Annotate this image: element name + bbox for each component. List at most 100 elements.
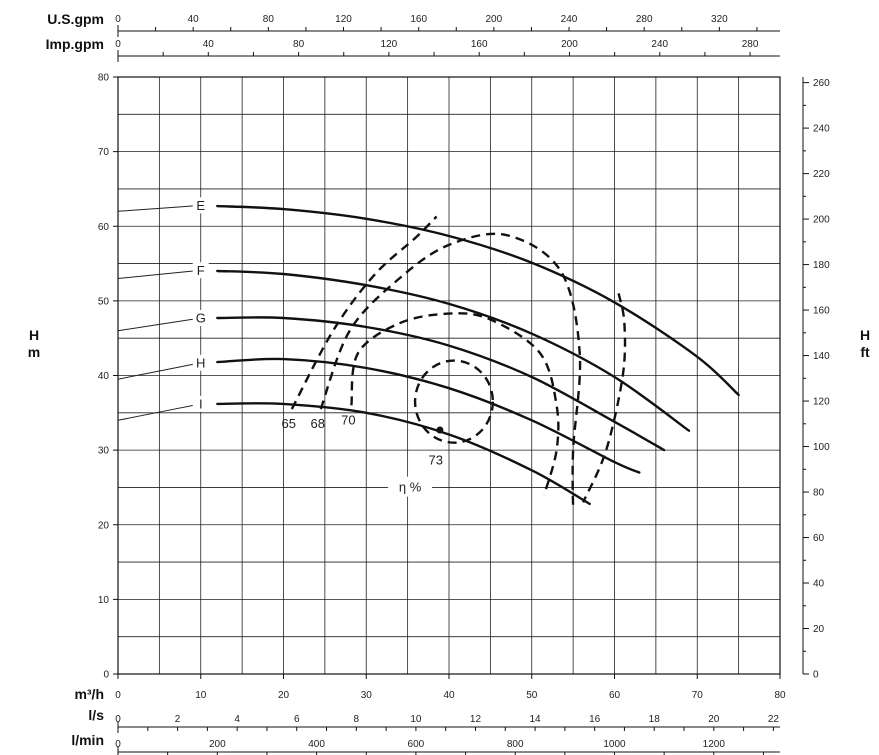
secondary-tick-label: 320	[711, 14, 728, 25]
chart-axes: 01020304050607080Hm020406080100120140160…	[28, 11, 870, 755]
secondary-tick-label: 16	[589, 714, 601, 725]
secondary-tick-label: 200	[561, 39, 578, 50]
secondary-tick-label: 12	[470, 714, 482, 725]
curve-label-bg	[192, 395, 209, 412]
efficiency-contour-outer	[582, 293, 627, 503]
secondary-tick-label: 20	[708, 714, 720, 725]
secondary-tick-label: 40	[203, 39, 215, 50]
efficiency-contours	[290, 215, 627, 510]
x-tick-label: 50	[526, 690, 538, 701]
secondary-tick-label: 200	[209, 739, 226, 750]
head-curve-h	[216, 357, 641, 474]
right-tick-label: 220	[813, 169, 830, 180]
head-curve-e	[216, 204, 740, 397]
right-tick-label: 80	[813, 488, 825, 499]
head-curves	[117, 204, 740, 506]
secondary-tick-label: 80	[263, 14, 275, 25]
secondary-tick-label: 280	[636, 14, 653, 25]
right-tick-label: 240	[813, 124, 830, 135]
efficiency-label-65: 65	[282, 416, 296, 431]
secondary-tick-label: 2	[175, 714, 181, 725]
x-tick-label: 30	[361, 690, 373, 701]
right-tick-label: 140	[813, 351, 830, 362]
x-tick-label: 10	[195, 690, 207, 701]
secondary-tick-label: 400	[308, 739, 325, 750]
secondary-tick-label: 4	[234, 714, 240, 725]
x-tick-label: 20	[278, 690, 290, 701]
x-axis-label: m³/h	[74, 686, 104, 702]
curve-label-bg	[192, 262, 209, 279]
secondary-tick-label: 22	[768, 714, 780, 725]
secondary-tick-label: 160	[471, 39, 488, 50]
secondary-tick-label: 0	[115, 739, 121, 750]
efficiency-label-70: 70	[341, 412, 355, 427]
curve-label-g: G	[196, 311, 206, 326]
y-tick-label: 20	[98, 520, 110, 531]
x-tick-label: 60	[609, 690, 621, 701]
right-tick-label: 60	[813, 533, 825, 544]
y-tick-label: 40	[98, 371, 110, 382]
x-tick-label: 0	[115, 690, 121, 701]
head-curve-g	[216, 316, 666, 452]
secondary-tick-label: 14	[529, 714, 541, 725]
efficiency-label-68: 68	[311, 416, 325, 431]
y-tick-label: 70	[98, 147, 110, 158]
y-axis-label-m: m	[28, 344, 40, 360]
curve-label-bg	[192, 310, 209, 327]
right-tick-label: 180	[813, 260, 830, 271]
eta-label-bg	[388, 476, 433, 497]
curve-label-bg	[192, 197, 209, 214]
secondary-tick-label: 80	[293, 39, 305, 50]
secondary-tick-label: 10	[410, 714, 422, 725]
secondary-tick-label: 0	[115, 714, 121, 725]
y-axis-label-h: H	[29, 327, 39, 343]
secondary-tick-label: 8	[354, 714, 360, 725]
efficiency-contour-70	[350, 312, 560, 496]
efficiency-label-73: 73	[429, 452, 443, 467]
secondary-tick-label: 18	[649, 714, 661, 725]
x-tick-label: 70	[692, 690, 704, 701]
y-tick-label: 10	[98, 595, 110, 606]
right-tick-label: 160	[813, 306, 830, 317]
right-tick-label: 200	[813, 215, 830, 226]
y-tick-label: 50	[98, 296, 110, 307]
efficiency-contour-65	[290, 215, 438, 410]
plot-grid	[118, 77, 780, 674]
x-tick-label: 40	[443, 690, 455, 701]
y-tick-label: 0	[103, 670, 109, 681]
x-tick-label: 80	[774, 690, 786, 701]
secondary-tick-label: 1000	[603, 739, 626, 750]
eta-label: η %	[399, 480, 422, 495]
secondary-tick-label: 240	[651, 39, 668, 50]
head-curve-i	[216, 402, 591, 506]
secondary-tick-label: 120	[381, 39, 398, 50]
y-tick-label: 80	[98, 73, 110, 84]
right-tick-label: 100	[813, 442, 830, 453]
right-tick-label: 0	[813, 670, 819, 681]
secondary-axis-label: l/min	[71, 732, 104, 748]
chart-labels: E F G H I 65 68 70 73 η %	[192, 197, 443, 497]
right-tick-label: 260	[813, 78, 830, 89]
secondary-tick-label: 0	[115, 39, 121, 50]
secondary-tick-label: 120	[335, 14, 352, 25]
curve-label-i: I	[199, 396, 203, 411]
secondary-tick-label: 280	[742, 39, 759, 50]
secondary-tick-label: 6	[294, 714, 300, 725]
curve-label-h: H	[196, 355, 205, 370]
secondary-axis-label: U.S.gpm	[47, 11, 104, 27]
secondary-axis-label: Imp.gpm	[46, 36, 104, 52]
right-tick-label: 120	[813, 397, 830, 408]
secondary-tick-label: 1200	[703, 739, 726, 750]
efficiency-contour-73	[413, 359, 495, 444]
right-axis-label-ft: ft	[860, 344, 870, 360]
secondary-tick-label: 200	[486, 14, 503, 25]
right-axis-label-h: H	[860, 327, 870, 343]
secondary-tick-label: 800	[507, 739, 524, 750]
secondary-tick-label: 160	[410, 14, 427, 25]
efficiency-contour-68	[319, 232, 582, 510]
secondary-tick-label: 40	[188, 14, 200, 25]
head-curve-f	[216, 269, 691, 432]
right-tick-label: 40	[813, 579, 825, 590]
y-tick-label: 60	[98, 222, 110, 233]
